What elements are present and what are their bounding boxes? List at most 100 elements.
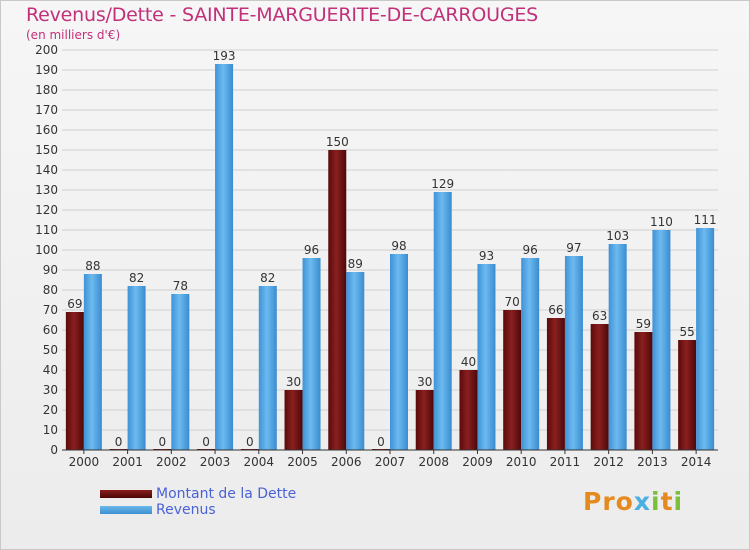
y-tick-label: 140 bbox=[35, 163, 58, 177]
y-tick-label: 160 bbox=[35, 123, 58, 137]
bar-revenue bbox=[83, 274, 102, 450]
y-tick-label: 80 bbox=[43, 283, 58, 297]
x-tick-label: 2000 bbox=[69, 455, 100, 469]
x-tick-label: 2001 bbox=[112, 455, 143, 469]
x-axis-ticks: 2000 2001 2002 2003 2004 2005 2006 2007 2008 2009… bbox=[69, 450, 712, 469]
legend: Montant de la Dette Revenus bbox=[100, 486, 296, 518]
x-tick-label: 2012 bbox=[593, 455, 624, 469]
bar-debt bbox=[503, 310, 522, 450]
x-tick-label: 2014 bbox=[681, 455, 712, 469]
value-label: 40 bbox=[461, 355, 476, 369]
y-tick-label: 120 bbox=[35, 203, 58, 217]
y-tick-label: 180 bbox=[35, 83, 58, 97]
y-tick-label: 190 bbox=[35, 63, 58, 77]
legend-item-revenue: Revenus bbox=[100, 502, 296, 518]
y-tick-label: 110 bbox=[35, 223, 58, 237]
y-tick-label: 90 bbox=[43, 263, 58, 277]
bar-revenue bbox=[608, 244, 627, 450]
x-tick-label: 2006 bbox=[331, 455, 362, 469]
x-tick-label: 2007 bbox=[375, 455, 406, 469]
logo-letter: i bbox=[673, 487, 684, 516]
legend-item-debt: Montant de la Dette bbox=[100, 486, 296, 502]
legend-label-revenue: Revenus bbox=[156, 502, 216, 518]
bar-revenue bbox=[302, 258, 321, 450]
bar-revenue bbox=[127, 286, 146, 450]
x-tick-label: 2004 bbox=[244, 455, 275, 469]
value-label: 111 bbox=[694, 213, 717, 227]
bar-revenue bbox=[521, 258, 540, 450]
y-tick-label: 20 bbox=[43, 403, 58, 417]
x-tick-label: 2011 bbox=[550, 455, 581, 469]
value-label: 70 bbox=[505, 295, 520, 309]
value-label: 103 bbox=[606, 229, 629, 243]
value-label: 30 bbox=[417, 375, 432, 389]
value-label: 96 bbox=[304, 243, 319, 257]
y-tick-label: 10 bbox=[43, 423, 58, 437]
bar-debt bbox=[65, 312, 84, 450]
value-label: 0 bbox=[159, 435, 167, 449]
value-label: 78 bbox=[173, 279, 188, 293]
logo-letter: r bbox=[602, 487, 616, 516]
bars bbox=[65, 64, 715, 450]
value-label: 69 bbox=[67, 297, 82, 311]
bar-debt bbox=[284, 390, 303, 450]
bar-revenue bbox=[346, 272, 365, 450]
y-tick-label: 170 bbox=[35, 103, 58, 117]
value-label: 59 bbox=[636, 317, 651, 331]
y-tick-label: 200 bbox=[35, 43, 58, 57]
chart-subtitle: (en milliers d'€) bbox=[26, 28, 121, 42]
x-tick-label: 2005 bbox=[287, 455, 318, 469]
value-label: 93 bbox=[479, 249, 494, 263]
y-axis-ticks: 0 10 20 30 40 50 60 70 80 90 100 110 120 130 140 150 160… bbox=[35, 43, 58, 457]
logo-letter: t bbox=[660, 487, 674, 516]
value-label: 110 bbox=[650, 215, 673, 229]
y-tick-label: 40 bbox=[43, 363, 58, 377]
value-label: 193 bbox=[213, 49, 236, 63]
proxiti-logo: Proxiti bbox=[583, 487, 683, 516]
y-tick-label: 60 bbox=[43, 323, 58, 337]
bar-revenue bbox=[433, 192, 452, 450]
value-label: 0 bbox=[115, 435, 123, 449]
logo-letter: i bbox=[651, 487, 661, 516]
value-labels: 69 88 0 82 0 78 0 193 0 82 30 96 150 89 0 98 30 129 40 93 70… bbox=[67, 49, 716, 449]
value-label: 0 bbox=[202, 435, 210, 449]
y-tick-label: 70 bbox=[43, 303, 58, 317]
value-label: 96 bbox=[523, 243, 538, 257]
value-label: 129 bbox=[431, 177, 454, 191]
legend-label-debt: Montant de la Dette bbox=[156, 486, 297, 502]
value-label: 0 bbox=[246, 435, 254, 449]
y-tick-label: 30 bbox=[43, 383, 58, 397]
x-tick-label: 2002 bbox=[156, 455, 187, 469]
bar-revenue bbox=[696, 228, 715, 450]
value-label: 55 bbox=[679, 325, 694, 339]
bar-debt bbox=[415, 390, 434, 450]
logo-letter: x bbox=[633, 487, 651, 516]
value-label: 97 bbox=[566, 241, 581, 255]
value-label: 89 bbox=[348, 257, 363, 271]
bar-revenue bbox=[171, 294, 190, 450]
value-label: 66 bbox=[548, 303, 563, 317]
bar-debt bbox=[678, 340, 697, 450]
legend-swatch-revenue bbox=[100, 506, 152, 514]
bar-revenue bbox=[477, 264, 496, 450]
bar-debt bbox=[634, 332, 653, 450]
y-tick-label: 130 bbox=[35, 183, 58, 197]
x-tick-label: 2009 bbox=[462, 455, 493, 469]
x-tick-label: 2013 bbox=[637, 455, 668, 469]
bar-revenue bbox=[652, 230, 671, 450]
y-tick-label: 150 bbox=[35, 143, 58, 157]
y-tick-label: 50 bbox=[43, 343, 58, 357]
legend-swatch-debt bbox=[100, 490, 152, 498]
bar-debt bbox=[590, 324, 609, 450]
bar-debt bbox=[459, 370, 478, 450]
value-label: 30 bbox=[286, 375, 301, 389]
bar-debt bbox=[546, 318, 565, 450]
y-tick-label: 0 bbox=[50, 443, 58, 457]
bar-revenue bbox=[258, 286, 277, 450]
bar-revenue bbox=[564, 256, 583, 450]
bar-debt bbox=[328, 150, 347, 450]
x-tick-label: 2008 bbox=[418, 455, 449, 469]
logo-letter: P bbox=[583, 487, 603, 516]
y-tick-label: 100 bbox=[35, 243, 58, 257]
